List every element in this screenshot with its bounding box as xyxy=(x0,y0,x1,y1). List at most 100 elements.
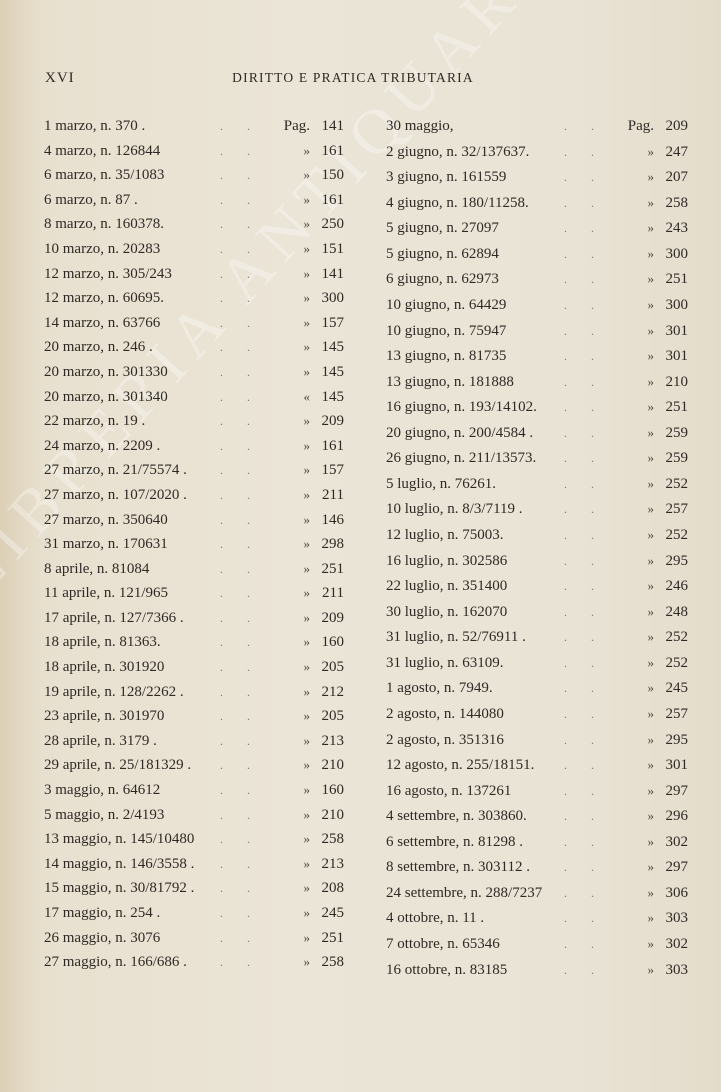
index-entry: 26 giugno, n. 211/13573... » 259 xyxy=(386,446,688,472)
entry-label: 27 marzo, n. 107/2020 . xyxy=(44,486,187,503)
entry-page-number: 212 xyxy=(321,683,345,700)
index-entry: 27 marzo, n. 107/2020 ... » 211 xyxy=(44,483,344,508)
leader-dots: .. xyxy=(564,374,618,389)
index-entry: 14 marzo, n. 63766.. » 157 xyxy=(44,311,344,336)
page-reference-mark: » xyxy=(647,680,655,696)
entry-page-number: 245 xyxy=(665,680,689,697)
page-reference-mark: » xyxy=(647,373,655,389)
index-entry: 12 marzo, n. 60695... » 300 xyxy=(44,286,344,311)
index-entry: 31 marzo, n. 170631.. » 298 xyxy=(44,532,344,557)
entry-label: 8 aprile, n. 81084 xyxy=(44,560,150,577)
leader-dots: .. xyxy=(220,217,274,232)
entry-page-number: 301 xyxy=(665,757,689,774)
page-reference-mark: » xyxy=(303,536,311,552)
entry-label: 8 marzo, n. 160378. xyxy=(44,216,164,233)
entry-label: 6 marzo, n. 87 . xyxy=(44,191,138,208)
leader-dots: .. xyxy=(564,655,618,670)
entry-label: 13 giugno, n. 81735 xyxy=(386,348,507,365)
entry-label: 28 aprile, n. 3179 . xyxy=(44,732,157,749)
leader-dots: .. xyxy=(220,266,274,281)
entry-page-number: 301 xyxy=(665,348,689,365)
index-entry: 1 marzo, n. 370 ... Pag. 141 xyxy=(44,114,344,139)
index-entry: 20 marzo, n. 301330.. » 145 xyxy=(44,360,344,385)
index-entry: 28 aprile, n. 3179 ... » 213 xyxy=(44,729,344,754)
entry-page-number: 248 xyxy=(665,603,689,620)
page-reference-mark: » xyxy=(303,142,311,158)
entry-page-number: 300 xyxy=(665,296,689,313)
page-reference-mark: » xyxy=(647,450,655,466)
page-reference-mark: » xyxy=(647,936,655,951)
leader-dots: .. xyxy=(220,438,274,453)
index-entry: 10 marzo, n. 20283.. » 151 xyxy=(44,237,344,262)
entry-label: 15 maggio, n. 30/81792 . xyxy=(44,880,195,897)
entry-label: 12 marzo, n. 305/243 xyxy=(44,265,172,282)
entry-page-number: 251 xyxy=(321,560,345,577)
entry-label: 12 luglio, n. 75003. xyxy=(386,527,504,543)
entry-page-number: 207 xyxy=(665,169,689,186)
leader-dots: .. xyxy=(220,389,274,404)
leader-dots: .. xyxy=(564,195,618,210)
index-entry: 22 marzo, n. 19 ... » 209 xyxy=(44,409,344,434)
leader-dots: .. xyxy=(220,733,274,748)
entry-label: 5 giugno, n. 27097 xyxy=(386,220,499,237)
leader-dots: .. xyxy=(220,340,274,355)
leader-dots: .. xyxy=(564,860,618,875)
page-reference-mark: » xyxy=(303,437,311,453)
leader-dots: .. xyxy=(220,537,274,552)
entry-label: 31 luglio, n. 63109. xyxy=(386,654,504,671)
entry-label: 17 aprile, n. 127/7366 . xyxy=(44,609,184,626)
page-reference-mark: » xyxy=(647,808,655,824)
index-entry: 13 maggio, n. 145/10480.. » 258 xyxy=(44,827,344,852)
entry-page-number: 300 xyxy=(665,245,689,262)
entry-page-number: 252 xyxy=(665,475,689,492)
page-reference-mark: » xyxy=(647,271,655,287)
entry-page-number: 157 xyxy=(321,462,345,479)
index-entry: 6 marzo, n. 87 ... » 161 xyxy=(44,188,344,213)
leader-dots: .. xyxy=(564,681,618,696)
entry-page-number: 252 xyxy=(665,654,689,671)
running-title: DIRITTO E PRATICA TRIBUTARIA xyxy=(232,70,474,85)
leader-dots: .. xyxy=(564,783,618,798)
leader-dots: .. xyxy=(220,783,274,798)
entry-label: 31 luglio, n. 52/76911 . xyxy=(386,629,526,646)
entry-page-number: 146 xyxy=(321,511,345,528)
index-entry: 6 settembre, n. 81298 ... » 302 xyxy=(386,830,688,856)
entry-label: 2 agosto, n. 144080 xyxy=(386,705,504,722)
page-reference-mark: » xyxy=(303,708,311,724)
leader-dots: .. xyxy=(564,937,618,951)
entry-page-number: 145 xyxy=(321,339,345,356)
entry-page-number: 205 xyxy=(321,659,345,676)
index-entry: 31 luglio, n. 52/76911 ... » 252 xyxy=(386,625,688,651)
entry-label: 27 marzo, n. 350640 xyxy=(44,511,168,528)
index-entry: 2 agosto, n. 351316.. » 295 xyxy=(386,728,688,754)
index-entry: 14 maggio, n. 146/3558 ... » 213 xyxy=(44,852,344,877)
index-entry: 29 aprile, n. 25/181329 ... » 210 xyxy=(44,753,344,778)
entry-label: 13 giugno, n. 181888 xyxy=(386,373,514,390)
index-entry: 16 ottobre, n. 83185.. » 303 xyxy=(386,958,688,984)
leader-dots: .. xyxy=(564,476,618,491)
leader-dots: .. xyxy=(564,246,618,261)
page-reference-mark: » xyxy=(303,634,311,650)
index-entry: 24 marzo, n. 2209 ... » 161 xyxy=(44,434,344,459)
index-entry: 23 aprile, n. 301970.. » 205 xyxy=(44,704,344,729)
entry-label: 10 giugno, n. 64429 xyxy=(386,296,507,313)
entry-label: 4 settembre, n. 303860. xyxy=(386,808,527,825)
leader-dots: .. xyxy=(220,807,274,822)
page-reference-mark: » xyxy=(647,220,655,236)
index-entry: 22 luglio, n. 351400.. » 246 xyxy=(386,574,688,600)
leader-dots: .. xyxy=(220,487,274,502)
page-reference-mark: » xyxy=(303,732,311,748)
page-reference-mark: » xyxy=(303,265,311,281)
page-reference-mark: » xyxy=(647,194,655,210)
page-reference-mark: « xyxy=(303,388,311,404)
entry-label: 3 giugno, n. 161559 xyxy=(386,169,507,186)
index-entry: 8 settembre, n. 303112 ... » 297 xyxy=(386,855,688,881)
entry-page-number: 295 xyxy=(665,552,689,569)
entry-page-number: 209 xyxy=(321,609,345,626)
index-entry: 12 luglio, n. 75003... » 252 xyxy=(386,523,688,549)
entry-label: 4 giugno, n. 180/11258. xyxy=(386,194,529,211)
index-entry: 8 marzo, n. 160378... » 250 xyxy=(44,212,344,237)
entry-label: 16 agosto, n. 137261 xyxy=(386,782,512,799)
index-entry: 31 luglio, n. 63109... » 252 xyxy=(386,651,688,677)
page-reference-mark: » xyxy=(647,143,655,159)
